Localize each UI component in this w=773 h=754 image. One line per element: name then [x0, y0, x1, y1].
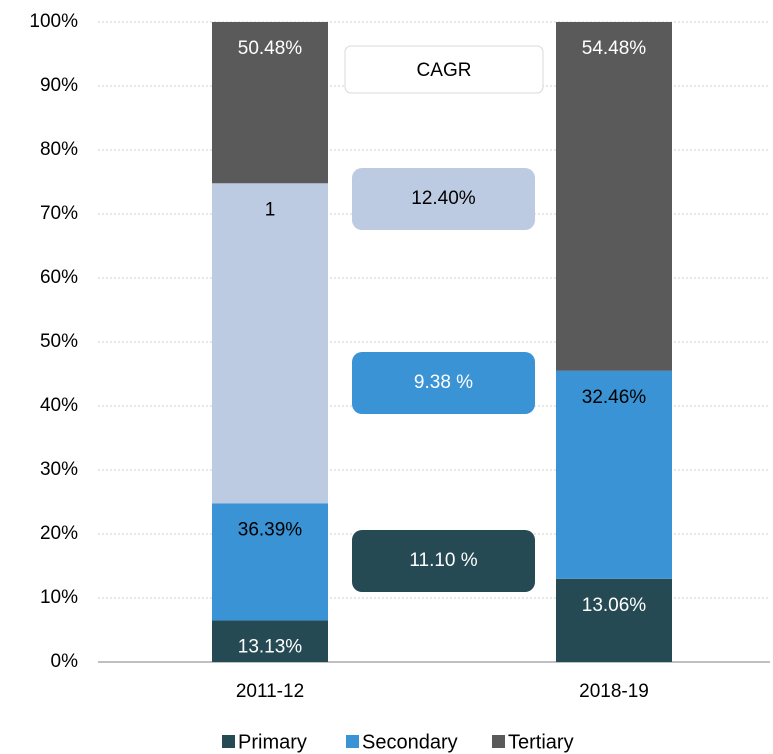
y-tick-label: 0% — [51, 651, 79, 672]
bar-segment — [556, 578, 672, 662]
y-tick-label: 60% — [40, 267, 78, 288]
x-tick-label: 2018-19 — [579, 681, 649, 702]
y-tick-label: 40% — [40, 395, 78, 416]
cagr-title: CAGR — [417, 60, 472, 81]
y-tick-label: 20% — [40, 523, 78, 544]
y-tick-label: 30% — [40, 459, 78, 480]
legend-swatch — [492, 735, 505, 748]
segment-label: 54.48% — [582, 38, 647, 59]
bar-segment — [556, 370, 672, 579]
y-tick-label: 70% — [40, 203, 78, 224]
y-tick-label: 90% — [40, 75, 78, 96]
cagr-box — [352, 352, 535, 414]
x-tick-label: 2011-12 — [236, 681, 304, 702]
legend-swatch — [222, 735, 235, 748]
legend-swatch — [346, 735, 359, 748]
bar-segment — [212, 22, 328, 184]
bar-segment — [556, 22, 672, 371]
legend-label: Primary — [238, 731, 307, 753]
y-tick-label: 50% — [40, 331, 78, 352]
segment-label: 50.48% — [238, 38, 303, 59]
y-tick-label: 100% — [29, 11, 78, 32]
y-tick-label: 10% — [40, 587, 78, 608]
segment-label: 32.46% — [582, 387, 647, 408]
segment-label: 1 — [265, 199, 276, 220]
cagr-value: 9.38 % — [414, 372, 473, 393]
cagr-box — [352, 530, 535, 592]
segment-label: 13.13% — [238, 636, 303, 657]
cagr-value: 12.40% — [411, 188, 476, 209]
cagr-box — [352, 168, 535, 230]
y-tick-label: 80% — [40, 139, 78, 160]
segment-label: 13.06% — [582, 595, 647, 616]
legend-label: Tertiary — [508, 731, 574, 753]
bar-segment — [212, 183, 328, 504]
bar-segment — [212, 503, 328, 621]
cagr-value: 11.10 % — [409, 550, 477, 571]
legend-label: Secondary — [362, 731, 458, 753]
bar-segment — [212, 620, 328, 662]
cagr-title-box — [344, 45, 544, 94]
segment-label: 36.39% — [238, 519, 303, 540]
